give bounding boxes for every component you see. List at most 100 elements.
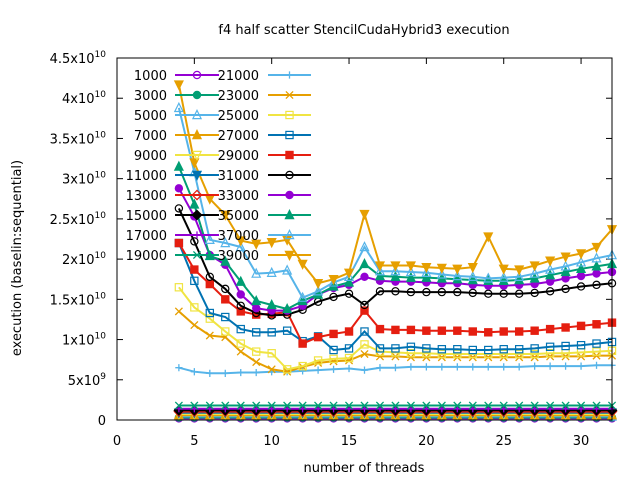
data-point [468, 288, 477, 298]
x-tick-label: 10 [263, 434, 280, 449]
data-point [190, 303, 199, 312]
data-point [360, 272, 369, 282]
data-point [359, 257, 370, 269]
data-point [529, 261, 540, 272]
data-point [267, 349, 276, 358]
data-point [236, 324, 245, 334]
data-point [391, 287, 400, 296]
data-point [329, 354, 338, 364]
data-point [329, 292, 338, 302]
data-point [297, 259, 308, 270]
y-tick-label: 3.5x1010 [50, 130, 107, 147]
data-point [531, 362, 539, 370]
y-tick-exponent: 10 [95, 130, 107, 140]
data-point [221, 327, 230, 336]
y-tick-mantissa: 0 [98, 414, 106, 429]
data-point [237, 368, 245, 377]
y-tick-mantissa: 4x10 [62, 92, 95, 107]
data-point [437, 326, 447, 335]
data-point [545, 342, 555, 351]
data-point [173, 160, 184, 171]
data-point [483, 232, 494, 243]
data-point [221, 401, 230, 410]
data-point [236, 290, 245, 299]
data-point [173, 80, 184, 91]
data-point [236, 301, 245, 310]
axes: 0 5 10 15 20 25 3005x1091x10101.5x10102x10102.… [50, 50, 612, 449]
y-tick-exponent: 10 [95, 291, 107, 301]
data-point [236, 339, 245, 348]
data-point [592, 347, 601, 356]
data-point [220, 255, 231, 266]
data-point [375, 287, 385, 296]
data-point [298, 401, 307, 410]
data-point [374, 265, 386, 276]
data-point [190, 401, 199, 410]
legend-label: 3000 [134, 89, 167, 104]
legend-item: 15000 [126, 209, 219, 224]
data-point [189, 158, 200, 169]
legend-label: 25000 [218, 109, 259, 124]
data-point [360, 327, 369, 336]
y-tick-exponent: 10 [95, 211, 107, 221]
data-point [421, 262, 432, 274]
data-point [284, 229, 295, 240]
data-point [376, 364, 384, 372]
data-point [282, 365, 292, 374]
data-point [173, 101, 184, 113]
data-point [406, 325, 416, 335]
data-point [530, 344, 539, 353]
series-31000 [174, 204, 617, 320]
legend-label: 21000 [218, 69, 259, 84]
data-point [360, 306, 369, 315]
x-tick-label: 15 [341, 434, 358, 449]
data-point [206, 369, 214, 377]
y-tick-exponent: 10 [95, 50, 107, 60]
series-line [177, 242, 613, 352]
data-point [175, 364, 183, 372]
data-point [266, 299, 277, 310]
data-point [437, 287, 447, 297]
data-point [406, 342, 416, 351]
data-point [313, 285, 324, 296]
data-point [204, 233, 215, 245]
data-point [343, 276, 355, 287]
data-point [220, 237, 231, 248]
data-point [514, 265, 525, 276]
data-point [422, 363, 430, 371]
data-point [422, 287, 431, 297]
data-point [266, 238, 277, 249]
data-point [284, 250, 295, 261]
legend-item: 31000 [218, 169, 311, 184]
data-point [191, 170, 203, 181]
data-point [515, 401, 524, 410]
data-point [453, 345, 462, 354]
data-point [375, 401, 385, 410]
data-point [499, 345, 508, 354]
data-point [499, 289, 508, 298]
data-point [343, 268, 355, 279]
data-point [174, 401, 183, 410]
legend-item: 3000 [134, 89, 219, 104]
data-point [375, 324, 385, 334]
data-point [468, 401, 477, 410]
data-point [328, 276, 339, 287]
legend-label: 29000 [218, 149, 259, 164]
data-point [577, 401, 586, 410]
data-point [205, 308, 215, 318]
series-19000 [174, 401, 617, 410]
data-point [576, 271, 586, 281]
data-point [283, 401, 292, 410]
y-tick-exponent: 10 [95, 90, 107, 100]
data-point [575, 256, 587, 267]
data-point [591, 252, 602, 263]
data-point [484, 363, 492, 371]
data-point [452, 273, 463, 284]
data-point [191, 189, 203, 201]
data-point [205, 279, 215, 289]
data-point [220, 210, 231, 221]
data-point [561, 401, 570, 410]
data-point [529, 267, 540, 278]
legend-label: 33000 [218, 189, 259, 204]
